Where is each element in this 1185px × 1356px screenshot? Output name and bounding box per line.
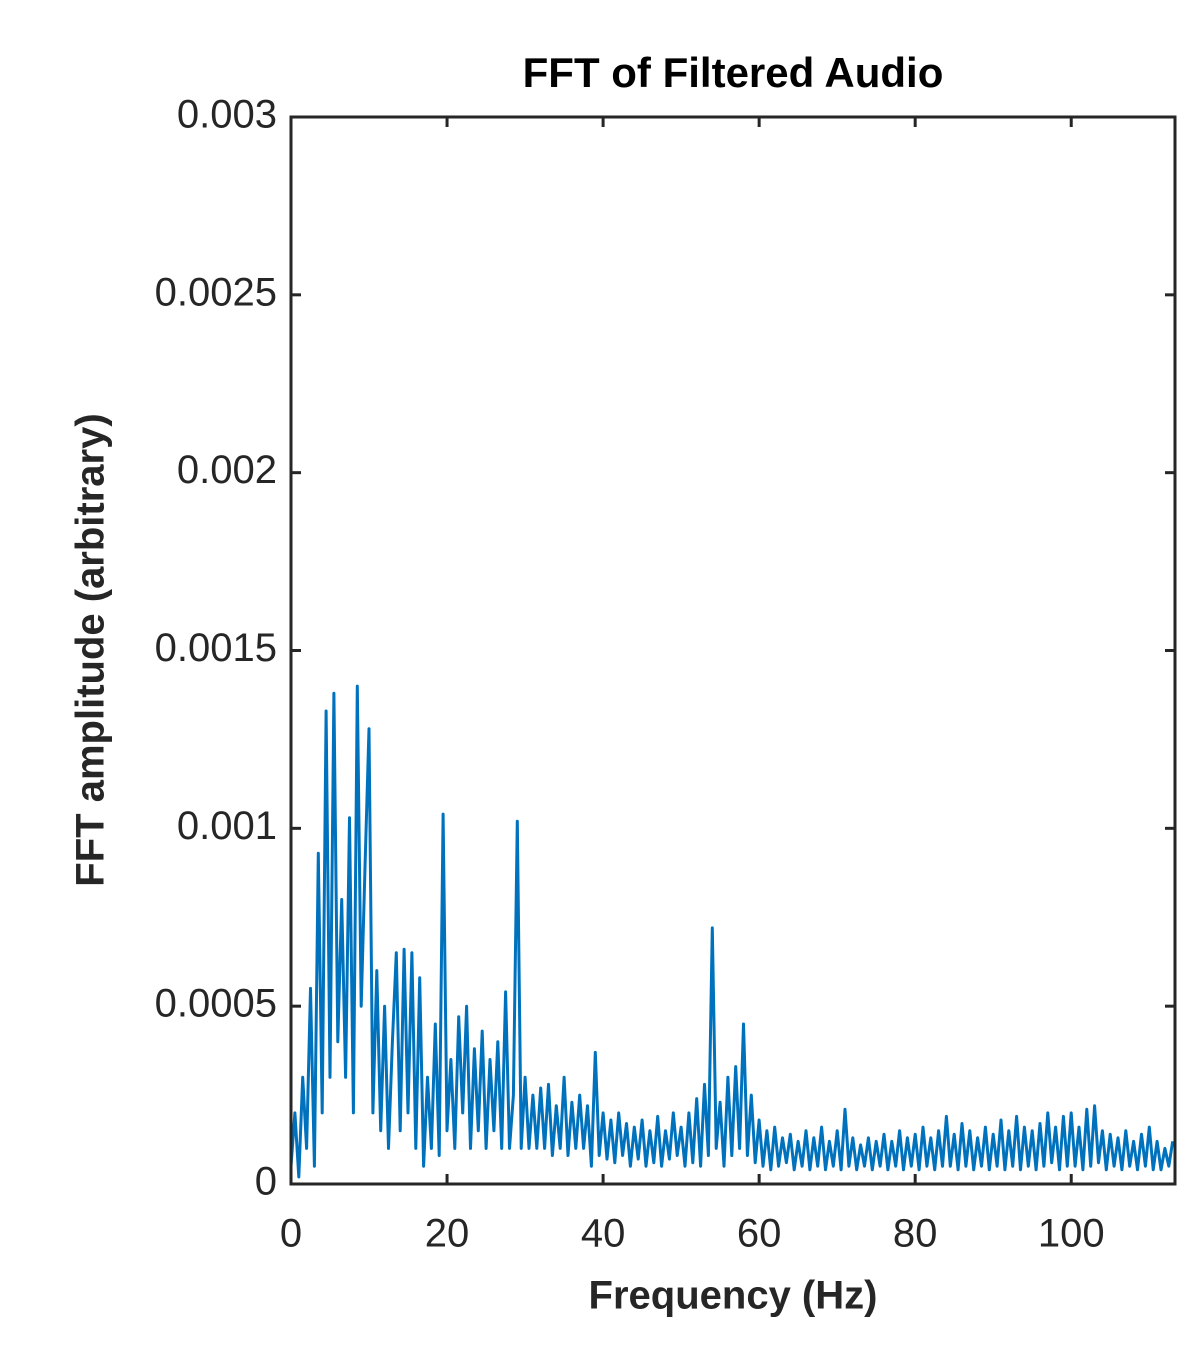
x-tick-label: 20 bbox=[425, 1212, 470, 1256]
y-tick-label: 0.0025 bbox=[155, 270, 277, 314]
x-tick-label: 100 bbox=[1038, 1212, 1105, 1256]
x-tick-label: 60 bbox=[737, 1212, 782, 1256]
y-axis-label: FFT amplitude (arbitrary) bbox=[69, 413, 113, 886]
x-axis-label: Frequency (Hz) bbox=[589, 1274, 878, 1318]
y-tick-label: 0.002 bbox=[177, 448, 277, 492]
x-tick-label: 40 bbox=[581, 1212, 626, 1256]
data-line bbox=[289, 684, 1175, 1179]
plot-frame bbox=[289, 115, 1177, 1186]
x-tick-label: 80 bbox=[893, 1212, 938, 1256]
y-tick-label: 0.0005 bbox=[155, 982, 277, 1026]
y-tick-label: 0.003 bbox=[177, 93, 277, 137]
y-tick-label: 0 bbox=[255, 1160, 277, 1204]
y-tick-label: 0.0015 bbox=[155, 626, 277, 670]
x-tick-label: 0 bbox=[280, 1212, 302, 1256]
y-tick-label: 0.001 bbox=[177, 804, 277, 848]
chart-title: FFT of Filtered Audio bbox=[523, 49, 944, 96]
